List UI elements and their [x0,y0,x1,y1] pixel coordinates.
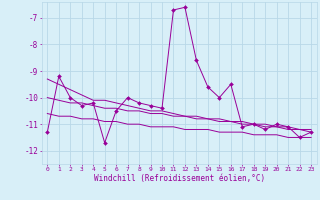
X-axis label: Windchill (Refroidissement éolien,°C): Windchill (Refroidissement éolien,°C) [94,174,265,183]
